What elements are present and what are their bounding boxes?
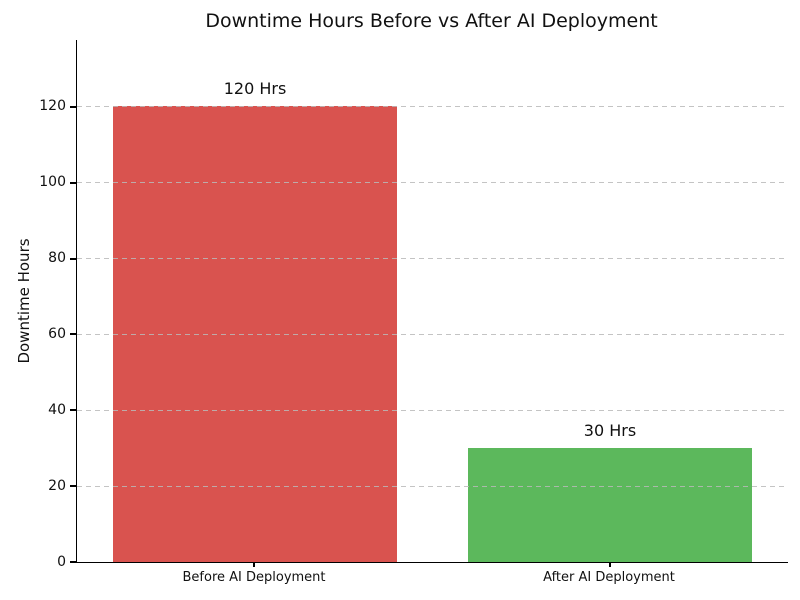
y-tick-mark [70,409,76,411]
y-tick-label: 80 [48,250,66,266]
y-tick-mark [70,485,76,487]
gridline-y-60 [77,334,788,335]
x-tick-mark [609,562,611,567]
y-tick-label: 40 [48,402,66,418]
gridline-y-120 [77,106,788,107]
y-tick-label: 60 [48,326,66,342]
chart-title: Downtime Hours Before vs After AI Deploy… [205,10,658,32]
y-tick-mark [70,333,76,335]
y-tick-mark [70,258,76,260]
y-tick-label: 100 [39,174,66,190]
gridline-y-20 [77,486,788,487]
x-tick-mark [253,562,255,567]
bar-value-label: 30 Hrs [583,421,637,440]
gridline-y-100 [77,182,788,183]
x-tick-label-1: Before AI Deployment [182,570,326,585]
gridline-y-80 [77,258,788,259]
y-tick-label: 20 [48,478,66,494]
y-tick-mark [70,106,76,108]
plot-area: 120 Hrs 30 Hrs [76,40,788,563]
y-tick-label: 0 [57,554,66,570]
y-tick-label: 120 [39,98,66,114]
gridline-y-40 [77,410,788,411]
x-tick-label-2: After AI Deployment [543,570,675,585]
y-tick-mark [70,561,76,563]
bar-value-label: 120 Hrs [223,79,287,98]
y-tick-mark [70,182,76,184]
bar-2 [468,448,752,562]
